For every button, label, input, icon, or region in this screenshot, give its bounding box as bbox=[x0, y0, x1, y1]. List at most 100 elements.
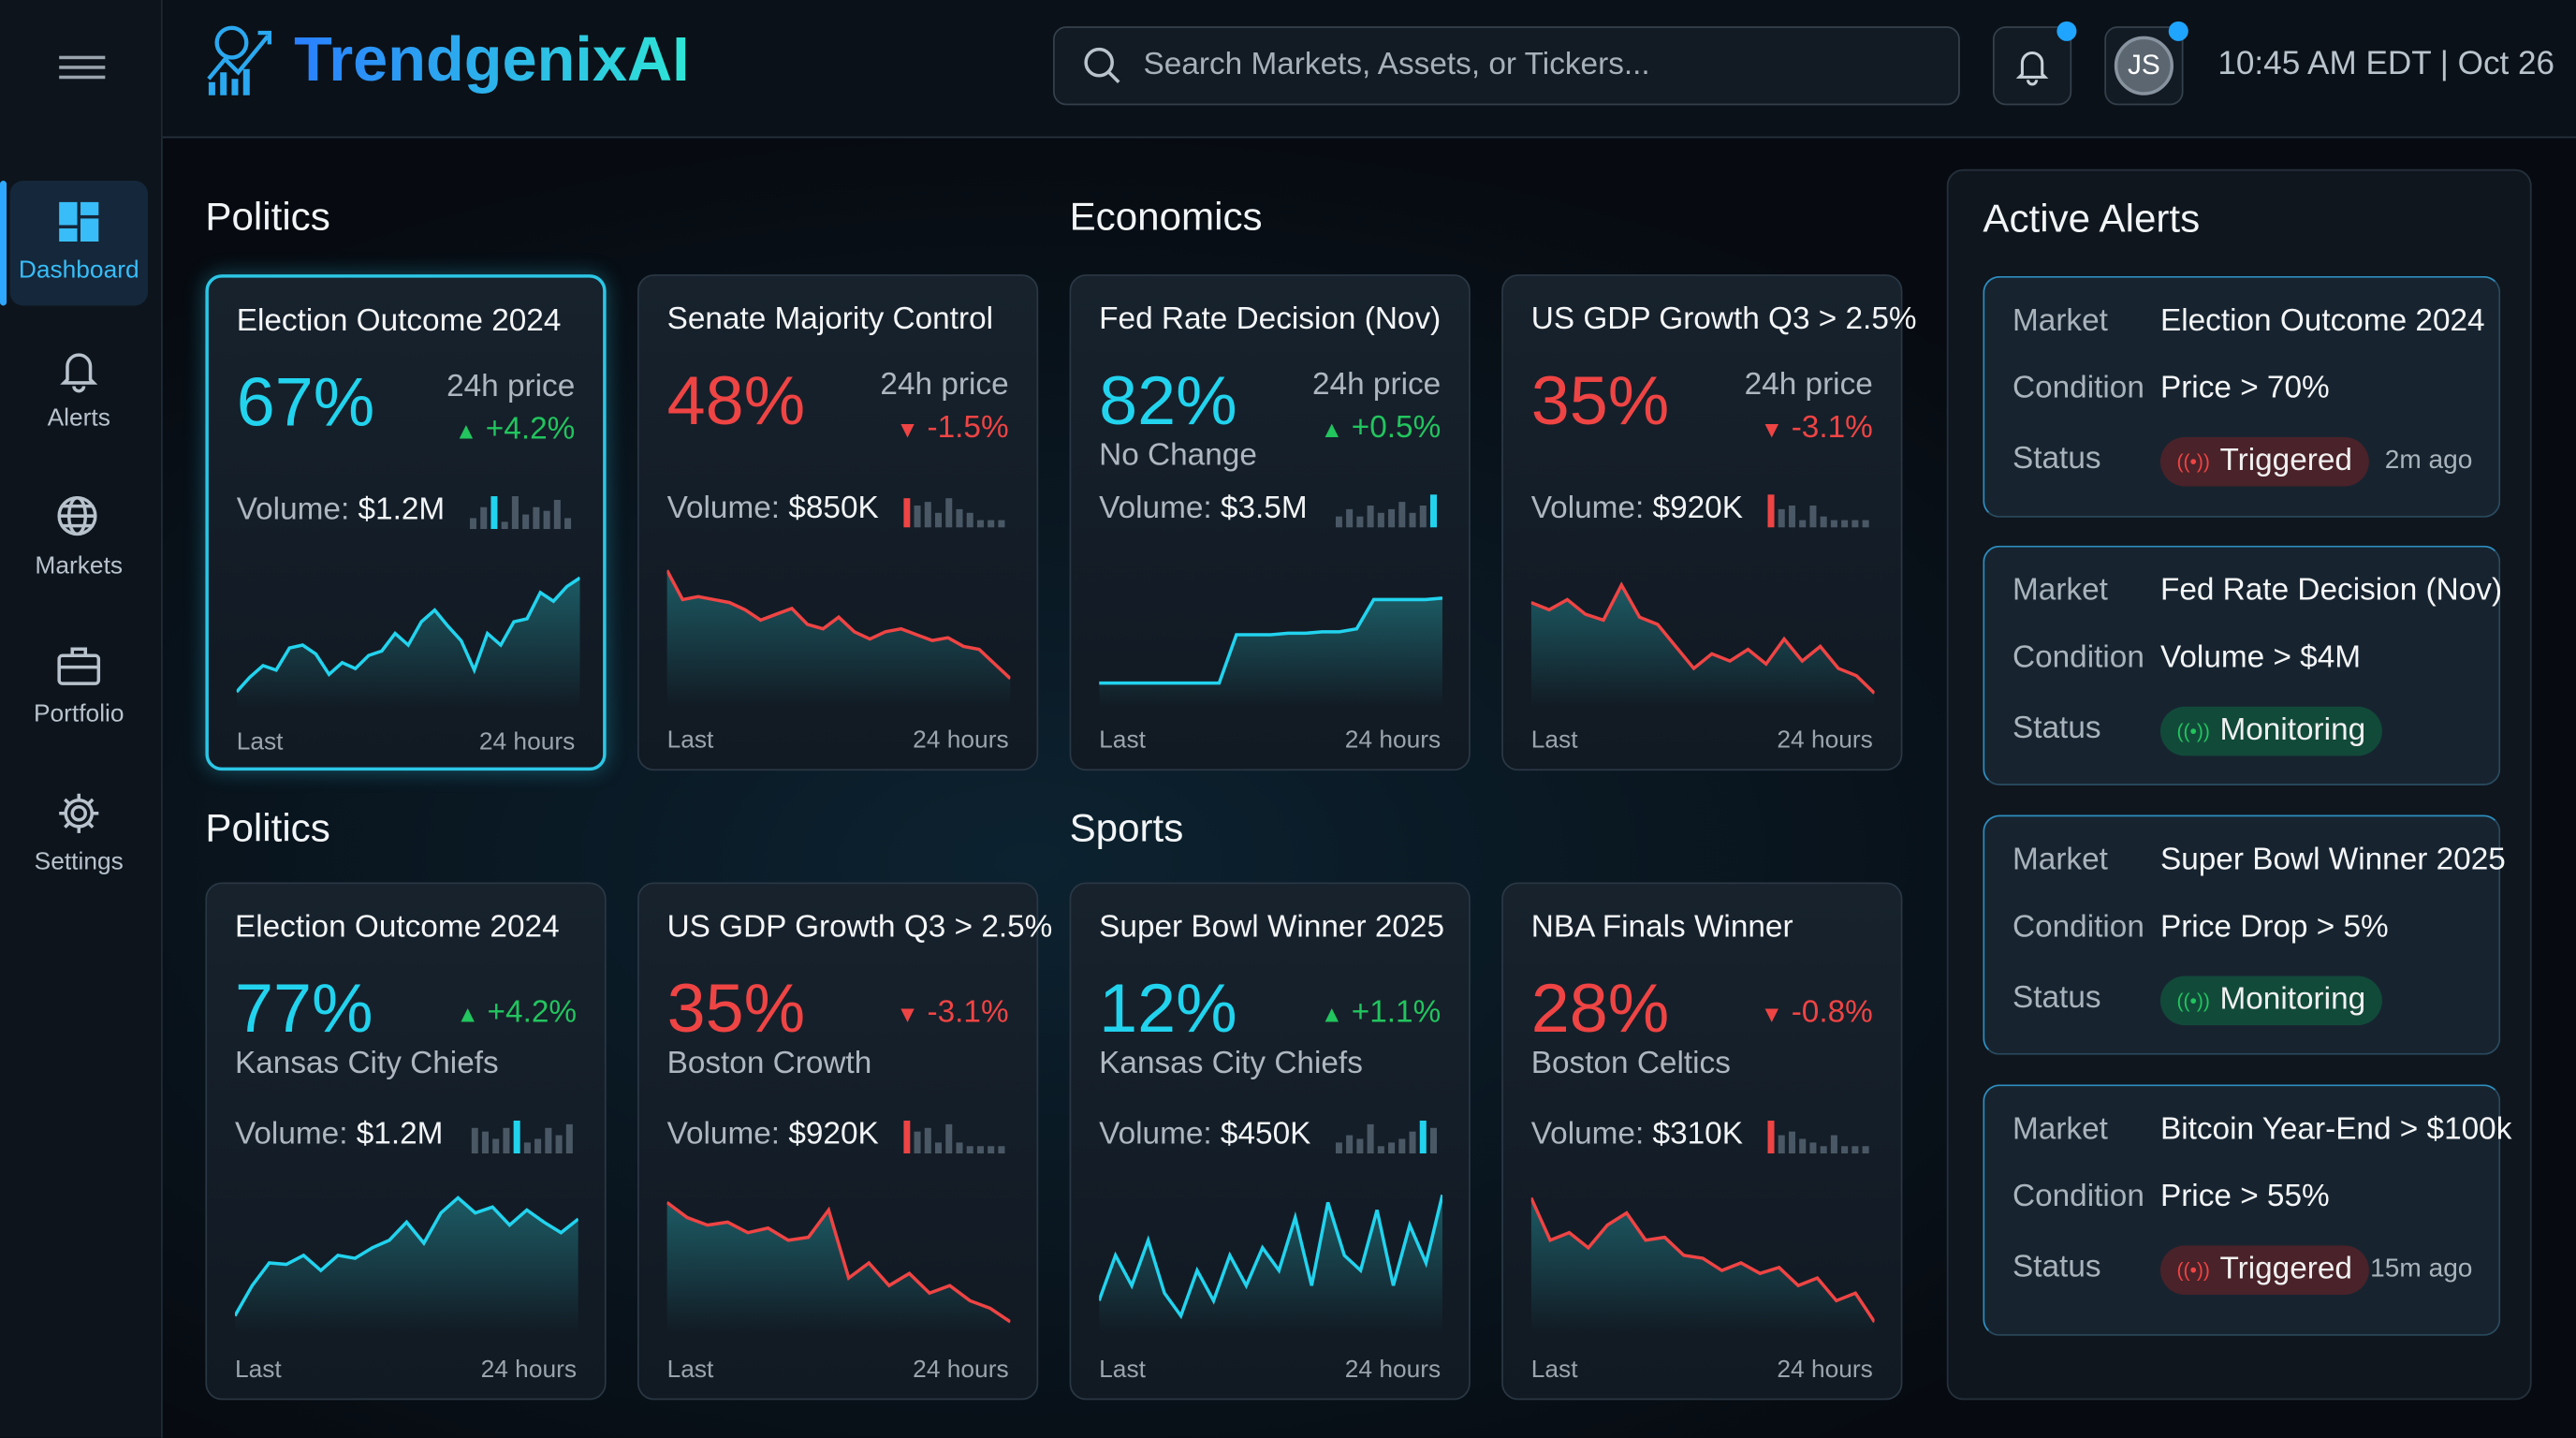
volume-bar bbox=[924, 502, 931, 528]
volume-bar bbox=[956, 508, 963, 528]
alert-card[interactable]: Market Fed Rate Decision (Nov) Condition Vo… bbox=[1983, 545, 2502, 785]
menu-icon[interactable] bbox=[59, 50, 106, 86]
gear-icon bbox=[59, 793, 99, 833]
probability-value: 77% bbox=[234, 969, 373, 1047]
status-text: Triggered bbox=[2219, 1252, 2352, 1287]
alert-market: Election Outcome 2024 bbox=[2159, 303, 2485, 339]
alert-card[interactable]: Market Super Bowl Winner 2025 Condition Pri… bbox=[1983, 814, 2506, 1055]
alert-card[interactable]: Market Election Outcome 2024 Condition Pric… bbox=[1983, 275, 2501, 518]
card-title: Election Outcome 2024 bbox=[236, 303, 562, 339]
volume-bar bbox=[1429, 494, 1438, 528]
profile-button[interactable]: JS bbox=[2104, 21, 2188, 106]
dashboard-icon bbox=[59, 201, 99, 242]
volume-bar bbox=[1799, 1138, 1807, 1154]
change-value: +4.2% bbox=[487, 995, 578, 1031]
volume-bar bbox=[553, 499, 561, 530]
market-card[interactable]: Election Outcome 2024 77% ▲ +4.2% Kansas Cit… bbox=[205, 882, 607, 1401]
alert-condition: Volume > $4M bbox=[2159, 640, 2362, 676]
signal-icon: ((•)) bbox=[2176, 989, 2210, 1013]
sparkline-chart bbox=[1530, 581, 1875, 709]
sidebar-item-dashboard[interactable]: Dashboard bbox=[9, 181, 148, 306]
status-text: Triggered bbox=[2219, 443, 2352, 478]
arrow-up-icon: ▲ bbox=[454, 417, 478, 444]
market-card[interactable]: US GDP Growth Q3 > 2.5% 35% ▼ -3.1% Boston C… bbox=[637, 882, 1052, 1401]
app-name: TrendgenixAI bbox=[294, 25, 690, 95]
sparkline-chart bbox=[234, 1196, 578, 1335]
volume-bar bbox=[564, 518, 572, 530]
card-title: Super Bowl Winner 2025 bbox=[1099, 910, 1445, 946]
sparkline-chart bbox=[1530, 1196, 1875, 1335]
sparkline-chart bbox=[666, 569, 1011, 709]
market-card[interactable]: Fed Rate Decision (Nov) 82% 24h price ▲ +0.5… bbox=[1069, 274, 1471, 771]
alert-market: Super Bowl Winner 2025 bbox=[2159, 843, 2506, 878]
search-input[interactable] bbox=[1143, 47, 1899, 84]
volume-bar bbox=[1809, 1142, 1817, 1154]
card-title: US GDP Growth Q3 > 2.5% bbox=[1530, 301, 1917, 337]
sidebar-item-markets[interactable]: Markets bbox=[10, 477, 148, 601]
volume-bar bbox=[1409, 1131, 1416, 1154]
alert-time: 2m ago bbox=[2384, 447, 2473, 476]
volume-bar bbox=[545, 1127, 552, 1154]
footer-left: Last bbox=[1099, 1355, 1146, 1384]
price-label: 24h price bbox=[1312, 368, 1442, 403]
volume-label: Volume: bbox=[1530, 491, 1645, 526]
volume-bar bbox=[1398, 502, 1406, 528]
sparkline-chart bbox=[1099, 596, 1442, 709]
volume-bar bbox=[490, 496, 498, 530]
sparkline-area bbox=[1099, 1195, 1442, 1335]
arrow-down-icon: ▼ bbox=[896, 416, 919, 443]
search-bar[interactable] bbox=[1053, 26, 1960, 106]
volume-bar bbox=[1862, 520, 1869, 528]
sidebar: Dashboard Alerts Markets Portfolio Setti… bbox=[0, 0, 163, 1438]
alert-field-label: Condition bbox=[2012, 910, 2144, 946]
volume-bar bbox=[998, 520, 1005, 528]
change-value: -3.1% bbox=[927, 995, 1009, 1031]
price-label: 24h price bbox=[446, 369, 576, 404]
change-value: -1.5% bbox=[927, 410, 1009, 446]
market-card[interactable]: Super Bowl Winner 2025 12% ▲ +1.1% Kansas Ci… bbox=[1069, 882, 1471, 1401]
sidebar-item-settings[interactable]: Settings bbox=[10, 772, 148, 897]
card-title: Election Outcome 2024 bbox=[234, 910, 560, 946]
logo[interactable]: TrendgenixAI bbox=[202, 23, 690, 99]
price-change: ▼ -1.5% bbox=[896, 411, 1008, 448]
notifications-button[interactable] bbox=[1992, 21, 2077, 106]
sparkline-line bbox=[1530, 581, 1875, 695]
volume-bar bbox=[1778, 1135, 1785, 1154]
volume-bar bbox=[1335, 1142, 1342, 1154]
footer-right: 24 hours bbox=[1344, 726, 1442, 755]
sidebar-item-alerts[interactable]: Alerts bbox=[10, 329, 148, 453]
footer-left: Last bbox=[1099, 726, 1146, 755]
card-subtitle: Boston Celtics bbox=[1530, 1046, 1731, 1081]
volume-bar bbox=[988, 1146, 995, 1154]
volume-bars bbox=[1767, 494, 1869, 528]
market-card[interactable]: US GDP Growth Q3 > 2.5% 35% 24h price ▼ -3.1… bbox=[1501, 274, 1917, 771]
sparkline-chart bbox=[1099, 1194, 1442, 1335]
volume-bars bbox=[1335, 494, 1438, 528]
alert-card[interactable]: Market Bitcoin Year-End > $100k Condition P… bbox=[1983, 1084, 2511, 1336]
sidebar-item-portfolio[interactable]: Portfolio bbox=[10, 624, 148, 749]
card-title: US GDP Growth Q3 > 2.5% bbox=[666, 910, 1053, 946]
market-card[interactable]: NBA Finals Winner 28% ▼ -0.8% Boston Celtics… bbox=[1501, 882, 1903, 1401]
volume-bar bbox=[522, 514, 530, 530]
signal-icon: ((•)) bbox=[2176, 449, 2210, 474]
market-card[interactable]: Senate Majority Control 48% 24h price ▼ -1.5… bbox=[637, 274, 1039, 771]
status-badge: ((•)) Monitoring bbox=[2159, 706, 2382, 756]
sidebar-item-label: Portfolio bbox=[33, 699, 124, 728]
alert-condition: Price > 55% bbox=[2159, 1180, 2330, 1215]
volume-bar bbox=[1419, 505, 1427, 528]
volume-bar bbox=[492, 1138, 500, 1154]
signal-icon: ((•)) bbox=[2176, 1258, 2210, 1282]
probability-value: 67% bbox=[236, 362, 375, 441]
sparkline-line bbox=[666, 569, 1011, 681]
market-card[interactable]: Election Outcome 2024 67% 24h price ▲ +4.2% V… bbox=[205, 274, 607, 771]
volume-bar bbox=[543, 510, 550, 530]
volume-bar bbox=[1367, 505, 1374, 528]
volume-bars bbox=[471, 1120, 573, 1154]
volume-bar bbox=[1788, 1131, 1795, 1154]
arrow-up-icon: ▲ bbox=[1320, 416, 1343, 443]
volume-bar bbox=[945, 498, 953, 528]
volume-bar bbox=[903, 1120, 911, 1154]
arrow-down-icon: ▼ bbox=[1760, 416, 1783, 443]
signal-icon: ((•)) bbox=[2176, 719, 2210, 743]
bell-icon bbox=[2015, 51, 2049, 86]
